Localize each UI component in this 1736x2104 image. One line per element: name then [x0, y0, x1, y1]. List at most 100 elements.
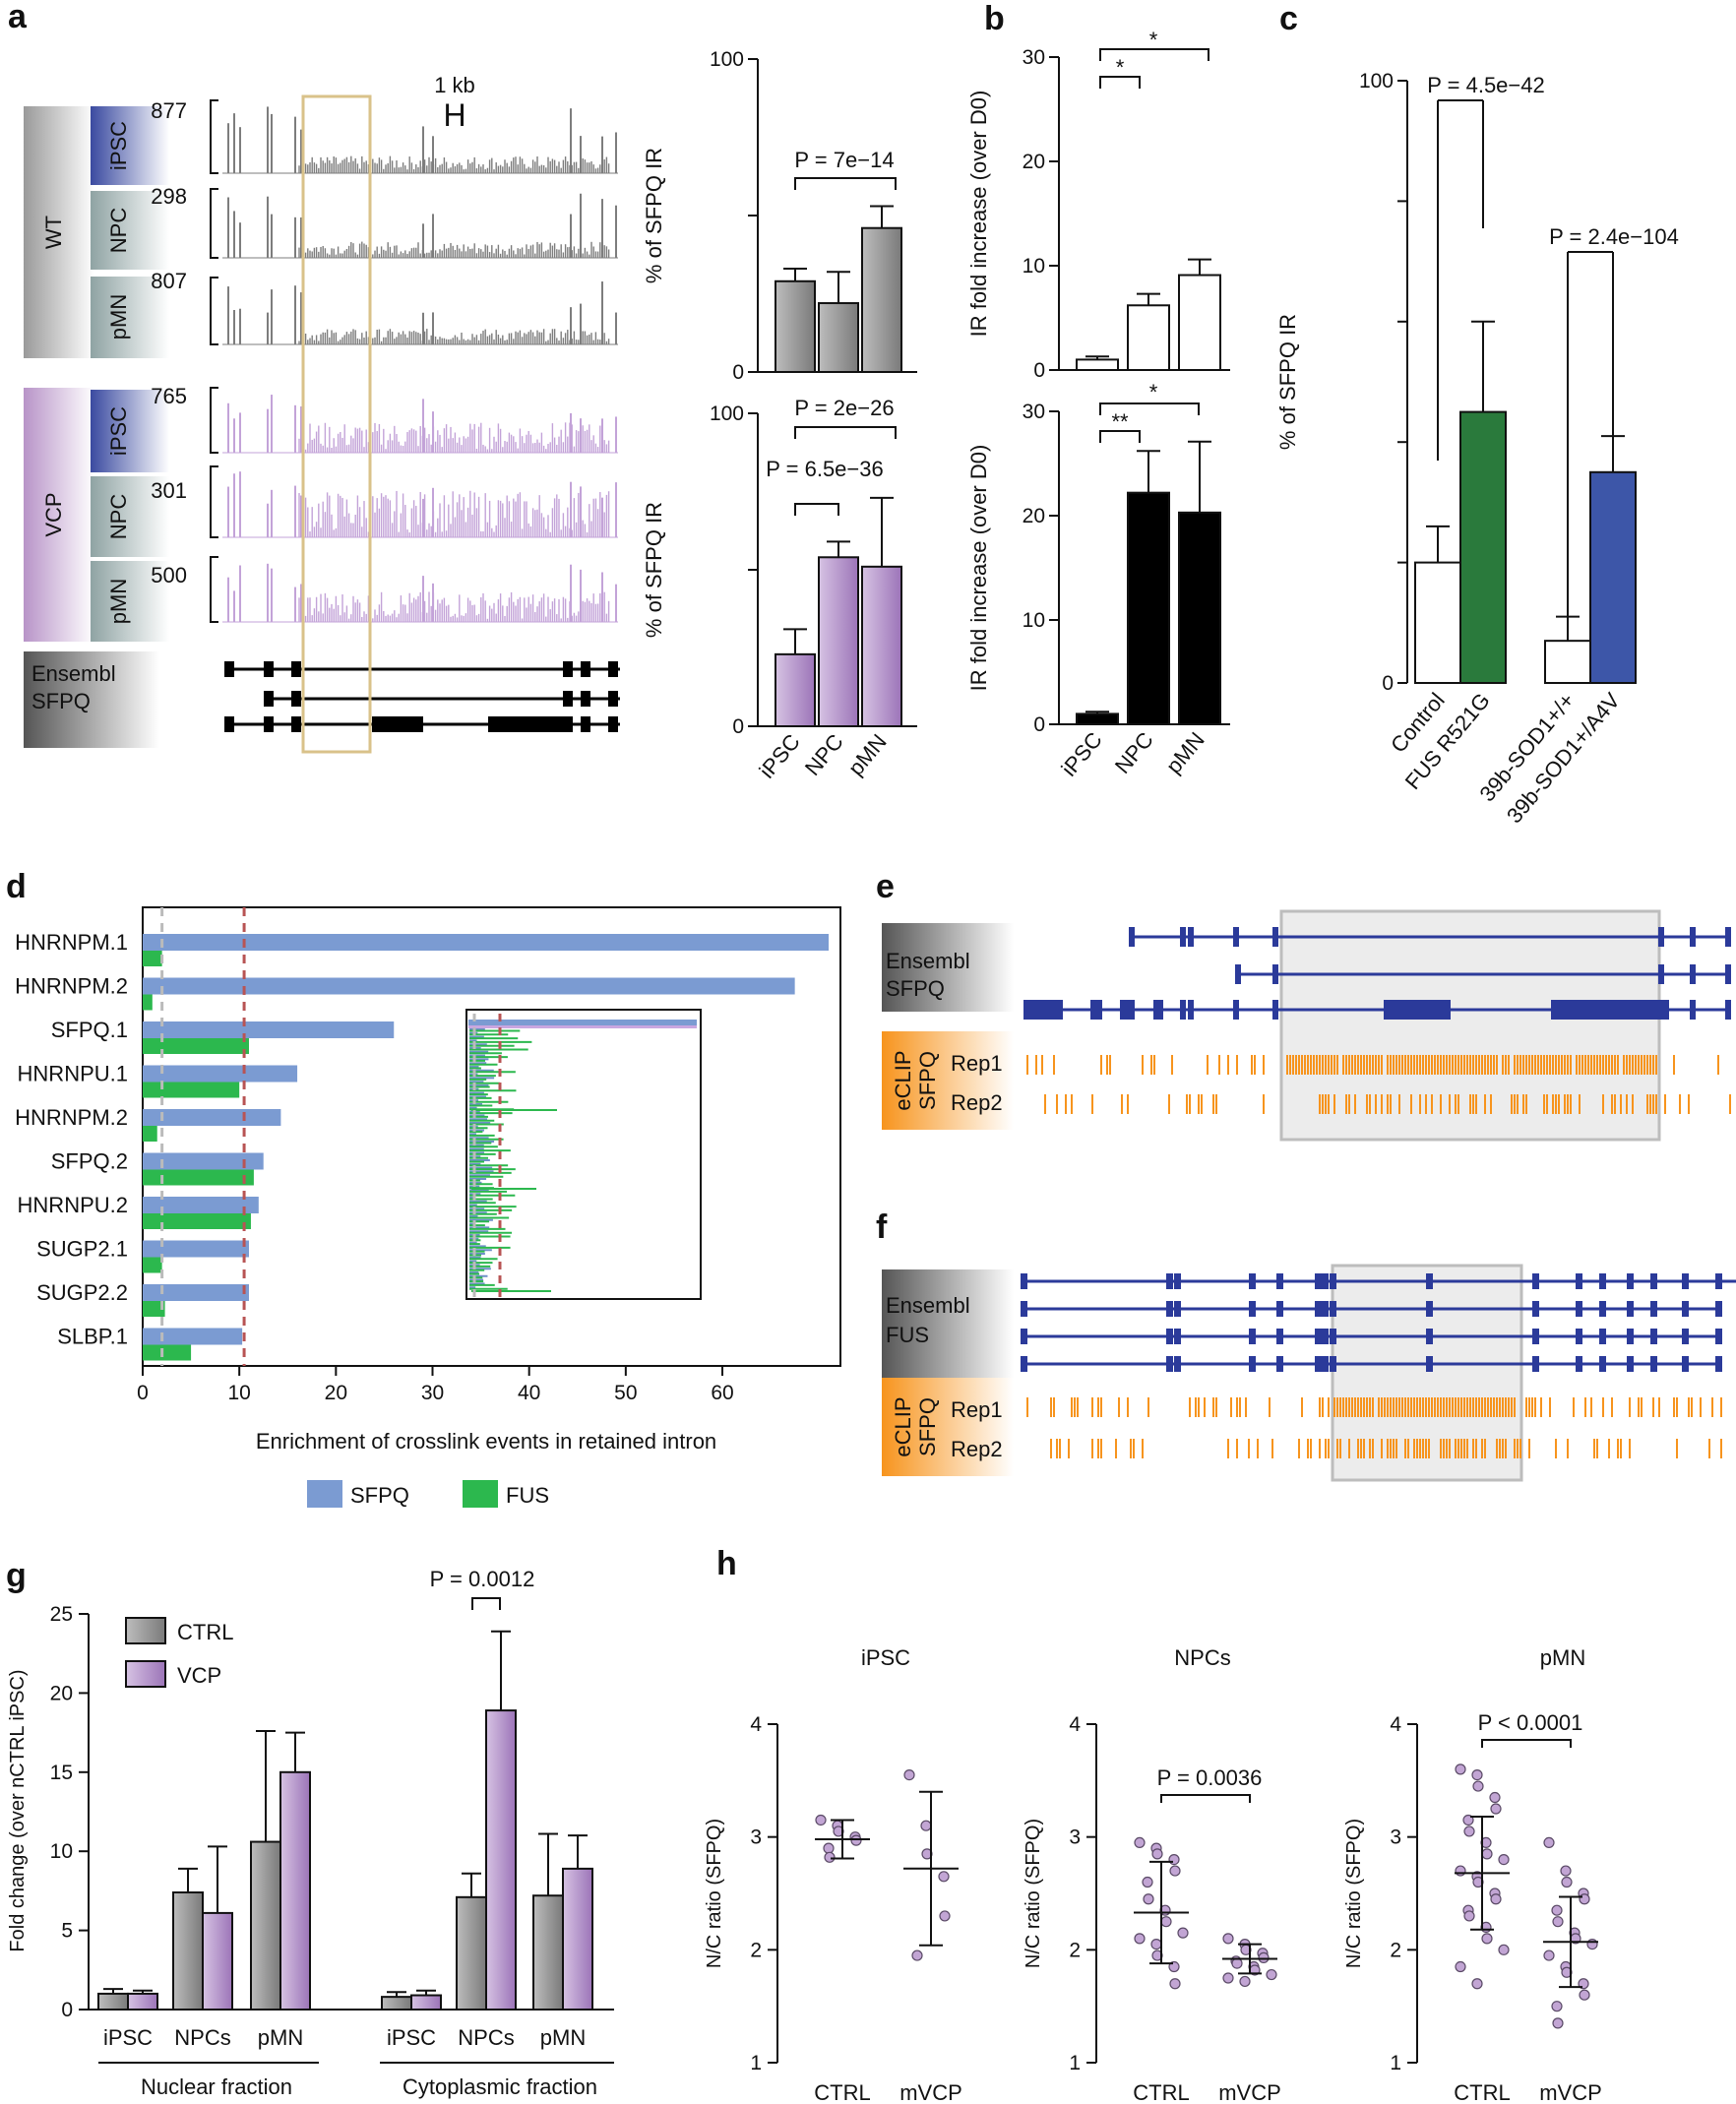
eclip-peak — [1390, 1397, 1392, 1417]
eclip-peak — [1649, 1055, 1651, 1075]
eclip-peak — [1068, 1439, 1070, 1458]
bar-ipsc — [1076, 358, 1119, 371]
exon — [1576, 1356, 1582, 1372]
exon — [581, 691, 590, 707]
eclip-peak — [1142, 1055, 1144, 1075]
eclip-peak — [1354, 1055, 1356, 1075]
eclip-peak — [1499, 1397, 1501, 1417]
eclip-peak — [1431, 1397, 1433, 1417]
exon — [1276, 1273, 1283, 1289]
eclip-peak — [1522, 1055, 1524, 1075]
exon — [1650, 1356, 1657, 1372]
exon — [1426, 1356, 1433, 1372]
panel-e: Ensembl SFPQ eCLIP SFPQ Rep1 Rep2 — [882, 909, 1731, 1142]
chart-d: HNRNPM.1 HNRNPM.2 SFPQ.1 HNRNPU.1 HNRNPM.2 SF… — [15, 906, 841, 1508]
eclip-peak — [1310, 1055, 1312, 1075]
data-point — [1455, 1865, 1466, 1877]
x-tick-label: NPC — [800, 729, 848, 780]
eclip-peak — [1593, 1055, 1595, 1075]
eclip-peak — [1319, 1055, 1321, 1075]
eclip-peak — [1348, 1094, 1350, 1114]
f-tracks — [1021, 1273, 1736, 1458]
y-tick-label: 4 — [1069, 1713, 1081, 1736]
plot-title: pMN — [1540, 1645, 1585, 1670]
eclip-peak — [1708, 1439, 1710, 1458]
eclip-peak — [1298, 1055, 1300, 1075]
eclip-peak — [1514, 1397, 1516, 1417]
eclip-peak — [1505, 1055, 1507, 1075]
bar-fus-r521g — [1459, 410, 1507, 684]
eclip-peak — [1673, 1055, 1675, 1075]
plot-title: iPSC — [861, 1645, 910, 1670]
bar-ctrl — [250, 1840, 281, 2011]
exon — [1599, 1356, 1606, 1372]
chart-b-bottom: 0 10 20 30 IR fold increase (over D0) iPSC NPC… — [966, 380, 1230, 781]
bar-fus — [143, 1301, 165, 1317]
eclip-peak — [1065, 1094, 1067, 1114]
eclip-peak — [1440, 1397, 1442, 1417]
eclip-peak — [1366, 1055, 1368, 1075]
exon — [1174, 1329, 1181, 1344]
bar-pmn — [1178, 274, 1221, 372]
exon — [1627, 1356, 1634, 1372]
eclip-peak — [1546, 1094, 1548, 1114]
eclip-peak — [1127, 1094, 1129, 1114]
eclip-peak — [1413, 1397, 1415, 1417]
y-tick-label: 20 — [50, 1682, 73, 1704]
p-value-h: P = 0.0036 — [1157, 1765, 1263, 1790]
eclip-peak — [1581, 1055, 1583, 1075]
eclip-peak — [1700, 1397, 1702, 1417]
exon — [1725, 927, 1731, 947]
exon — [291, 661, 301, 677]
eclip-peak — [1381, 1055, 1383, 1075]
y-axis-label: Fold change (over nCTRL iPSC) — [7, 1669, 29, 1951]
y-tick-label: 0 — [1033, 713, 1045, 736]
chart-b-top: 0 10 20 30 IR fold increase (over D0) * * — [966, 28, 1230, 382]
eclip-peak — [1478, 1397, 1480, 1417]
eclip-peak — [1071, 1397, 1073, 1417]
x-tick-label: iPSC — [1056, 727, 1106, 781]
eclip-peak — [1487, 1055, 1489, 1075]
eclip-peak — [1443, 1055, 1445, 1075]
exon — [1249, 1356, 1256, 1372]
eclip-peak — [1393, 1439, 1395, 1458]
chart-h-ipsc: iPSC 1 2 3 4 N/C ratio (SFPQ) CTRL mVCP — [704, 1645, 962, 2104]
eclip-peak — [1443, 1397, 1445, 1417]
e-eclip-label: eCLIP — [891, 1050, 915, 1110]
eclip-peak — [1363, 1397, 1365, 1417]
exon — [608, 691, 618, 707]
f-eclip-label: eCLIP — [891, 1396, 915, 1456]
y-tick-label: 25 — [50, 1603, 73, 1626]
eclip-peak — [1455, 1439, 1457, 1458]
eclip-peak — [1457, 1397, 1459, 1417]
data-point — [1150, 1938, 1162, 1950]
vcp-ipsc-max: 765 — [151, 384, 187, 408]
data-point — [815, 1814, 827, 1826]
eclip-peak — [1313, 1055, 1315, 1075]
eclip-peak — [1416, 1055, 1418, 1075]
eclip-peak — [1567, 1055, 1569, 1075]
exon — [1188, 1000, 1194, 1020]
eclip-peak — [1475, 1397, 1477, 1417]
panel-label-d: d — [6, 868, 27, 905]
exon — [1330, 1301, 1336, 1317]
eclip-peak — [1493, 1055, 1495, 1075]
eclip-peak — [1410, 1397, 1412, 1417]
eclip-peak — [1641, 1397, 1643, 1417]
bar-ipsc — [775, 279, 816, 373]
exon — [264, 661, 274, 677]
eclip-peak — [1446, 1397, 1448, 1417]
eclip-peak — [1514, 1055, 1516, 1075]
x-tick-label: NPCs — [174, 2025, 230, 2050]
x-tick-label: pMN — [843, 729, 892, 780]
y-tick-label: 2 — [1069, 1939, 1081, 1961]
vcp-ipsc-band — [91, 390, 169, 472]
bar-ctrl — [532, 1894, 564, 2011]
exon — [1690, 964, 1696, 984]
eclip-peak — [1289, 1055, 1291, 1075]
eclip-peak — [1115, 1439, 1117, 1458]
eclip-peak — [1401, 1055, 1403, 1075]
row-label: HNRNPU.2 — [18, 1193, 128, 1217]
exon — [264, 716, 274, 732]
